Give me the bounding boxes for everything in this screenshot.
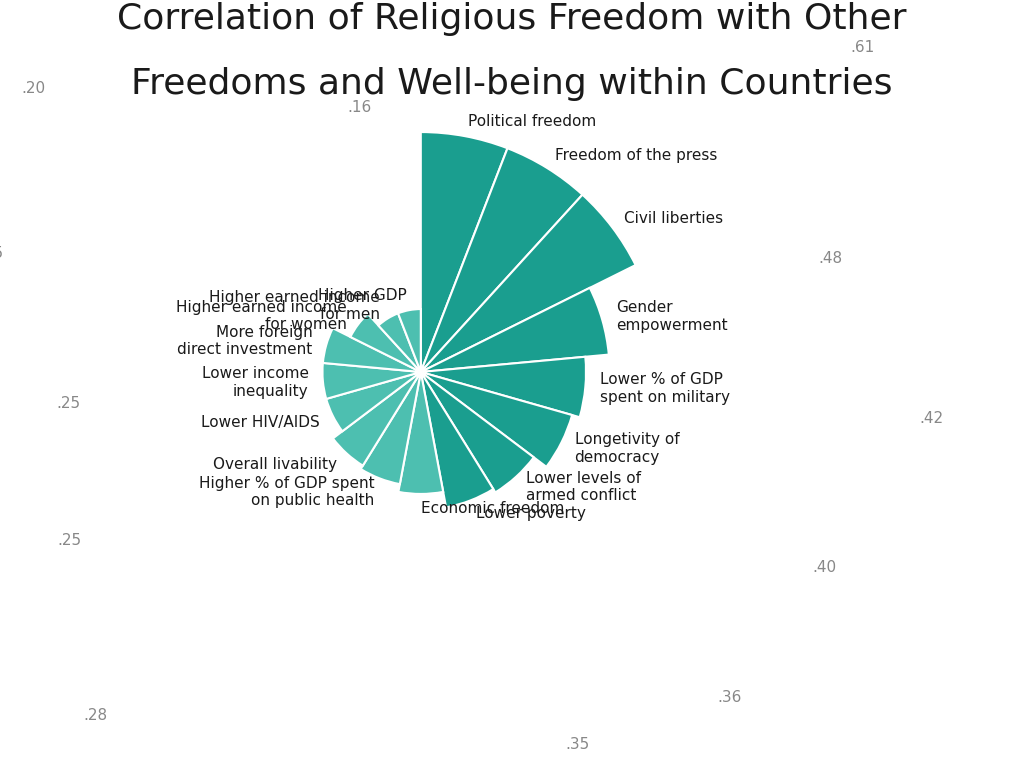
Text: Lower income
inequality: Lower income inequality (202, 366, 308, 399)
Wedge shape (421, 148, 583, 372)
Wedge shape (350, 314, 421, 372)
Text: Higher % of GDP spent
on public health: Higher % of GDP spent on public health (199, 475, 375, 508)
Text: .16: .16 (347, 100, 372, 114)
Wedge shape (327, 372, 421, 432)
Wedge shape (421, 194, 636, 372)
Text: .25: .25 (0, 246, 3, 260)
Text: .25: .25 (56, 396, 81, 411)
Wedge shape (421, 357, 586, 417)
Wedge shape (421, 372, 534, 492)
Text: .36: .36 (718, 690, 741, 705)
Text: Gender
empowerment: Gender empowerment (616, 300, 728, 333)
Wedge shape (421, 372, 494, 508)
Text: Lower HIV/AIDS: Lower HIV/AIDS (201, 415, 319, 430)
Text: Freedom of the press: Freedom of the press (555, 148, 717, 164)
Text: Overall livability: Overall livability (213, 456, 337, 472)
Wedge shape (421, 288, 609, 372)
Text: .35: .35 (565, 737, 590, 752)
Text: Political freedom: Political freedom (468, 114, 596, 130)
Text: Freedoms and Well-being within Countries: Freedoms and Well-being within Countries (131, 67, 893, 101)
Wedge shape (421, 372, 572, 467)
Text: Lower levels of
armed conflict: Lower levels of armed conflict (526, 471, 641, 504)
Text: Higher earned income
for women: Higher earned income for women (176, 300, 346, 332)
Wedge shape (421, 132, 508, 372)
Wedge shape (323, 328, 421, 372)
Wedge shape (333, 372, 421, 465)
Text: .25: .25 (57, 533, 82, 548)
Text: .20: .20 (22, 81, 46, 96)
Text: .40: .40 (813, 560, 837, 574)
Text: Correlation of Religious Freedom with Other: Correlation of Religious Freedom with Ot… (118, 2, 906, 36)
Text: Economic freedom: Economic freedom (421, 501, 564, 516)
Text: More foreign
direct investment: More foreign direct investment (177, 325, 312, 357)
Text: .28: .28 (84, 707, 108, 723)
Wedge shape (323, 363, 421, 399)
Text: Lower poverty: Lower poverty (476, 506, 586, 521)
Text: Longetivity of
democracy: Longetivity of democracy (574, 432, 679, 465)
Text: Lower % of GDP
spent on military: Lower % of GDP spent on military (600, 372, 730, 405)
Text: Higher earned income
for men: Higher earned income for men (209, 290, 380, 323)
Wedge shape (360, 372, 421, 484)
Text: Civil liberties: Civil liberties (624, 211, 723, 227)
Text: .48: .48 (819, 251, 843, 266)
Text: .42: .42 (920, 411, 944, 425)
Wedge shape (398, 309, 421, 372)
Text: .61: .61 (851, 40, 874, 55)
Wedge shape (379, 313, 421, 372)
Wedge shape (398, 372, 443, 494)
Text: Higher GDP: Higher GDP (317, 289, 407, 303)
